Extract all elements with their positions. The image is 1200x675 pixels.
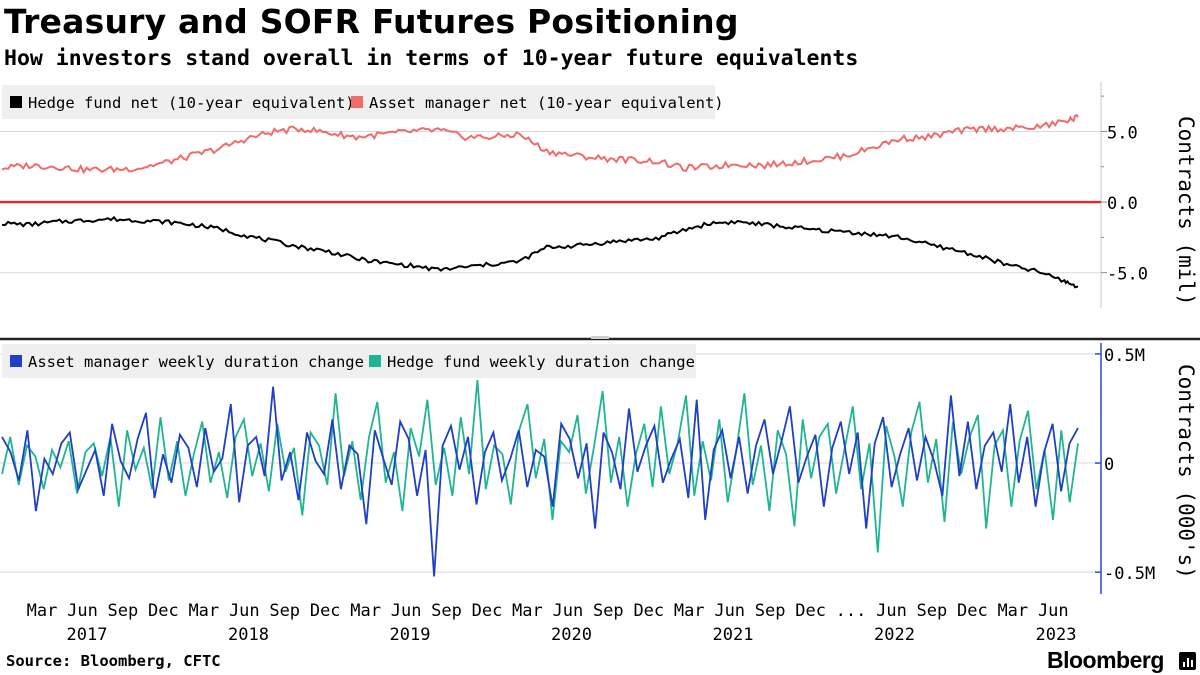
x-month-label: Mar (674, 601, 705, 621)
x-month-label: Sep (269, 601, 300, 621)
x-year-label: 2019 (390, 625, 431, 645)
asset-manager-net-series (1, 113, 1079, 175)
bottom-tick-label: 0.5M (1104, 346, 1145, 366)
x-month-label: ... (836, 601, 867, 621)
legend-swatch-asset-manager-net (351, 96, 363, 108)
x-month-label: Sep (593, 601, 624, 621)
legend-swatch-hedge-fund-weekly (369, 355, 381, 367)
x-year-label: 2020 (551, 625, 592, 645)
x-month-label: Jun (714, 601, 745, 621)
x-month-label: Sep (917, 601, 948, 621)
legend-label-hedge-fund-weekly: Hedge fund weekly duration change (387, 353, 695, 371)
hedge-fund-net-series (1, 215, 1078, 289)
chart-subtitle: How investors stand overall in terms of … (4, 46, 859, 71)
x-month-label: Dec (633, 601, 664, 621)
x-year-label: 2023 (1036, 625, 1077, 645)
x-month-label: Mar (188, 601, 219, 621)
x-month-label: Mar (350, 601, 381, 621)
x-month-label: Sep (755, 601, 786, 621)
x-month-label: Jun (67, 601, 98, 621)
top-axis-title: Contracts (mil) (1174, 116, 1198, 306)
legend-swatch-hedge-fund-net (10, 96, 22, 108)
x-year-label: 2018 (228, 625, 269, 645)
legend-label-asset-manager-weekly: Asset manager weekly duration change (28, 353, 364, 371)
bloomberg-logo: Bloomberg (1047, 647, 1164, 673)
top-panel-y-ticks: 5.0 0.0 -5.0 (1101, 95, 1148, 285)
top-panel-grid (0, 130, 1101, 274)
legend-swatch-asset-manager-weekly (10, 355, 22, 367)
x-month-label: Jun (553, 601, 584, 621)
x-month-label: Jun (1038, 601, 1069, 621)
x-axis-year-labels: 2017 2018 2019 2020 2021 2022 2023 (67, 625, 1077, 645)
x-month-label: Mar (997, 601, 1028, 621)
panel-divider-handle[interactable] (591, 336, 609, 339)
bottom-axis-title: Contracts (000's) (1174, 364, 1198, 579)
x-month-label: Jun (229, 601, 260, 621)
x-month-label: Dec (957, 601, 988, 621)
x-month-label: Dec (472, 601, 503, 621)
top-tick-label: 5.0 (1107, 123, 1138, 143)
top-tick-label: -5.0 (1107, 265, 1148, 285)
x-month-label: Mar (512, 601, 543, 621)
x-year-label: 2022 (874, 625, 915, 645)
x-month-label: Jun (391, 601, 422, 621)
bloomberg-chart-icon (1179, 652, 1196, 670)
legend-label-hedge-fund-net: Hedge fund net (10-year equivalent) (28, 94, 355, 112)
top-legend: Hedge fund net (10-year equivalent) Asse… (2, 85, 724, 119)
hedge-fund-weekly-series (1, 380, 1079, 553)
x-year-label: 2021 (713, 625, 754, 645)
x-month-label: Jun (876, 601, 907, 621)
x-month-label: Dec (795, 601, 826, 621)
chart-title: Treasury and SOFR Futures Positioning (4, 2, 739, 41)
bottom-tick-label: -0.5M (1104, 564, 1155, 584)
top-tick-label: 0.0 (1107, 194, 1138, 214)
x-month-label: Sep (108, 601, 139, 621)
bottom-panel-y-ticks: 0.5M 0 -0.5M (1095, 346, 1155, 584)
x-month-label: Mar (27, 601, 58, 621)
bottom-legend: Asset manager weekly duration change Hed… (2, 344, 696, 378)
x-axis-month-labels: Mar Jun Sep Dec Mar Jun Sep Dec Mar Jun Sep Dec Mar J… (27, 601, 1069, 621)
bottom-legend-background (2, 344, 696, 378)
asset-manager-weekly-series (1, 386, 1079, 577)
x-month-label: Sep (431, 601, 462, 621)
x-month-label: Dec (310, 601, 341, 621)
x-month-label: Dec (148, 601, 179, 621)
source-note: Source: Bloomberg, CFTC (6, 652, 221, 670)
x-year-label: 2017 (67, 625, 108, 645)
legend-label-asset-manager-net: Asset manager net (10-year equivalent) (369, 94, 724, 112)
bottom-tick-label: 0 (1104, 455, 1114, 475)
